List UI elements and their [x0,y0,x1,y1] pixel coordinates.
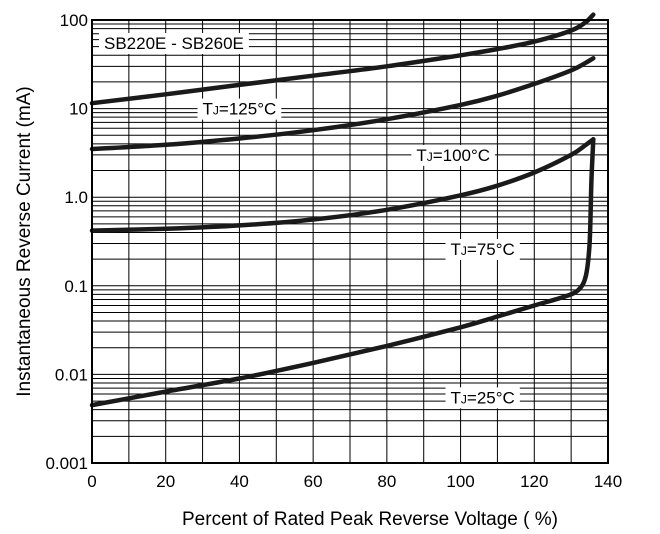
y-tick-label: 0.001 [45,454,88,473]
series-line-2 [89,56,596,152]
y-tick-label: 0.01 [55,365,88,384]
x-tick-label: 140 [594,472,622,491]
annotation: SB220E - SB260E [99,33,249,55]
x-tick-label: 60 [304,472,323,491]
x-tick-label: 0 [87,472,96,491]
annotation-text: TJ=125°C [203,100,277,119]
y-tick-label: 100 [60,11,88,30]
x-tick-label: 40 [230,472,249,491]
annotation: TJ=25°C [445,387,520,409]
grid [92,20,608,463]
y-tick-label: 1.0 [64,188,88,207]
annotations: SB220E - SB260E TJ=125°C TJ=100°C TJ=75°C TJ… [99,33,520,409]
annotation-text: TJ=75°C [451,240,515,259]
annotation-background [445,387,520,409]
series-lines [89,12,596,408]
x-tick-labels: 0 20 40 60 80 100 120 140 [87,472,622,491]
annotation-background [197,98,282,120]
x-tick-label: 20 [156,472,175,491]
annotation-background [411,144,496,166]
annotation: TJ=125°C [197,98,282,120]
y-tick-label: 10 [69,100,88,119]
series-line-1 [89,12,596,106]
x-tick-label: 80 [377,472,396,491]
annotation-text: SB220E - SB260E [104,34,244,53]
y-tick-label: 0.1 [64,277,88,296]
x-tick-label: 100 [446,472,474,491]
annotation-background [445,239,520,261]
annotation: TJ=75°C [445,239,520,261]
annotation-text: TJ=100°C [416,146,490,165]
annotation-background [99,33,249,55]
annotation: TJ=100°C [411,144,496,166]
annotation-text: TJ=25°C [451,388,515,407]
y-tick-labels: 0.001 0.01 0.1 1.0 10 100 [45,11,88,473]
x-axis-title: Percent of Rated Peak Reverse Voltage ( … [182,509,558,530]
series-line-4 [89,137,596,408]
y-axis-title: Instantaneous Reverse Current (mA) [14,86,35,396]
plot-frame [91,19,609,464]
series-line-3 [89,137,596,233]
x-tick-label: 120 [520,472,548,491]
